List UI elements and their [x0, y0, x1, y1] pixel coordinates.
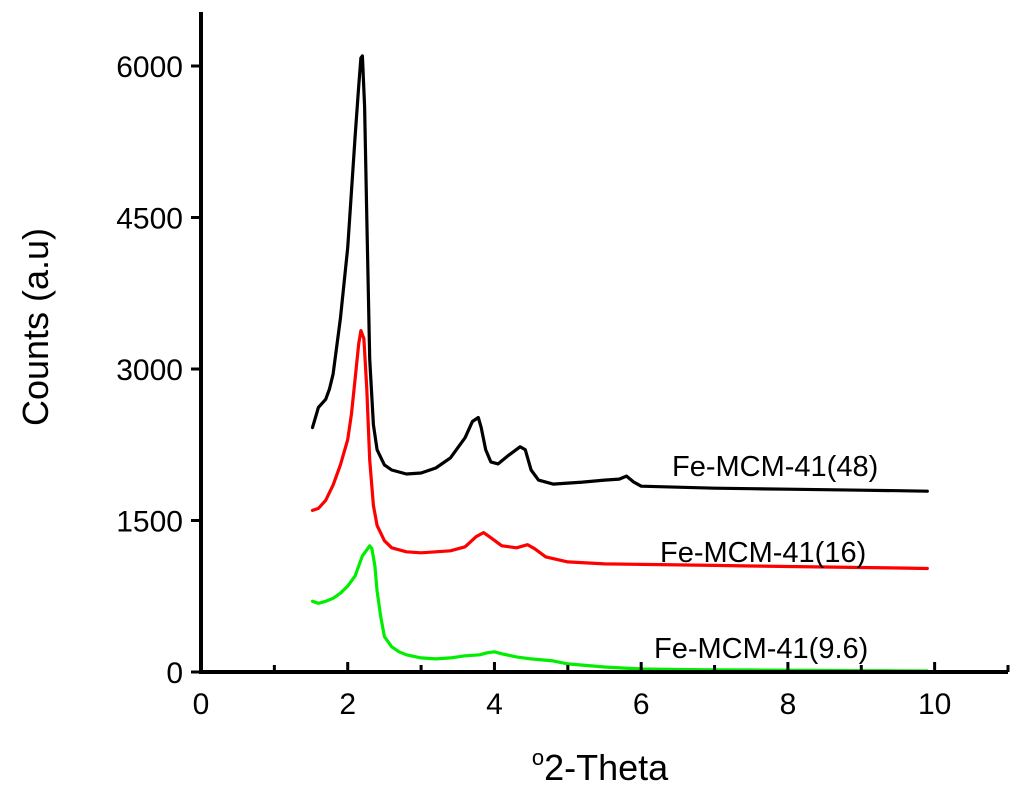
series-line-3: [310, 544, 929, 673]
series-label-1: Fe-MCM-41(48): [672, 451, 878, 483]
x-tick-label: 6: [633, 688, 650, 721]
series-label-3: Fe-MCM-41(9.6): [654, 633, 868, 665]
axis-ticks: 0 1500 3000 4500 6000 0 2 4 6 8 10: [116, 51, 1010, 721]
y-axis-title: Counts (a.u): [15, 228, 56, 426]
series-label-2: Fe-MCM-41(16): [660, 537, 866, 569]
x-tick-label: 4: [486, 688, 503, 721]
x-axis-title-superscript: o: [532, 745, 544, 770]
y-tick-label: 1500: [116, 506, 183, 539]
axes: 0 1500 3000 4500 6000 0 2 4 6 8 10: [116, 12, 1010, 721]
y-tick-label: 0: [166, 657, 183, 690]
x-axis-title-text: 2-Theta: [544, 747, 669, 788]
series-group: [310, 54, 929, 673]
series-line-2: [310, 329, 929, 571]
x-tick-label: 2: [339, 688, 356, 721]
x-axis-title: o2-Theta: [532, 745, 669, 788]
y-tick-label: 3000: [116, 354, 183, 387]
x-tick-label: 8: [780, 688, 797, 721]
x-tick-label: 0: [193, 688, 210, 721]
y-tick-label: 6000: [116, 51, 183, 84]
series-labels: Fe-MCM-41(48) Fe-MCM-41(16) Fe-MCM-41(9.6): [654, 451, 878, 665]
x-tick-label: 10: [918, 688, 951, 721]
series-line-1: [310, 54, 929, 493]
y-tick-label: 4500: [116, 203, 183, 236]
